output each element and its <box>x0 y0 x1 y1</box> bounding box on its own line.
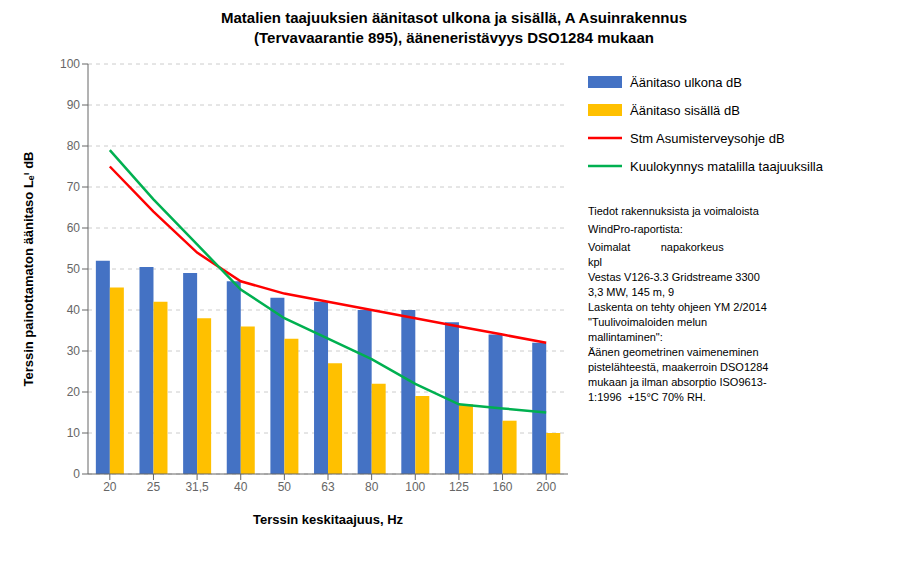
svg-text:40: 40 <box>67 303 81 317</box>
svg-text:20: 20 <box>67 385 81 399</box>
svg-text:70: 70 <box>67 180 81 194</box>
svg-text:80: 80 <box>67 139 81 153</box>
svg-text:30: 30 <box>67 344 81 358</box>
svg-text:100: 100 <box>60 57 80 71</box>
html-text:Äänitaso ulkona dB: Äänitaso ulkona dB <box>630 74 742 90</box>
svg-text:Terssin painottamaton äänitaso: Terssin painottamaton äänitaso Lₑⁱ dB <box>21 151 36 386</box>
html-text:Tiedot rakennuksista ja voimal: Tiedot rakennuksista ja voimaloista <box>588 205 759 217</box>
svg-text:25: 25 <box>147 480 161 494</box>
html-text:(Tervavaarantie 895), ääneneri: (Tervavaarantie 895), ääneneristävyys DS… <box>254 29 654 46</box>
svg-text:Terssin keskitaajuus, Hz: Terssin keskitaajuus, Hz <box>253 512 404 527</box>
svg-text:20: 20 <box>103 480 117 494</box>
html-text:Stm Asumisterveysohje dB: Stm Asumisterveysohje dB <box>630 130 785 146</box>
svg-text:80: 80 <box>365 480 379 494</box>
svg-text:40: 40 <box>234 480 248 494</box>
svg-text:125: 125 <box>449 480 469 494</box>
html-text:Matalien taajuuksien äänitasot: Matalien taajuuksien äänitasot ulkona ja… <box>221 9 687 26</box>
svg-text:0: 0 <box>73 467 80 481</box>
html-text:Äänitaso sisällä dB: Äänitaso sisällä dB <box>630 102 740 118</box>
html-text:Voimalat napakorkeus kpl Vesta: Voimalat napakorkeus kpl Vestas V126-3.3… <box>588 241 769 403</box>
svg-text:100: 100 <box>405 480 425 494</box>
html-text:Kuulokynnys matalilla taajuuks: Kuulokynnys matalilla taajuuksilla <box>630 158 823 174</box>
svg-text:50: 50 <box>67 262 81 276</box>
html-text:WindPro-raportista:: WindPro-raportista: <box>588 223 683 235</box>
svg-text:90: 90 <box>67 98 81 112</box>
svg-text:63: 63 <box>321 480 335 494</box>
svg-text:60: 60 <box>67 221 81 235</box>
svg-text:200: 200 <box>536 480 556 494</box>
svg-text:10: 10 <box>67 426 81 440</box>
svg-text:50: 50 <box>278 480 292 494</box>
svg-text:31,5: 31,5 <box>185 480 209 494</box>
svg-text:160: 160 <box>493 480 513 494</box>
